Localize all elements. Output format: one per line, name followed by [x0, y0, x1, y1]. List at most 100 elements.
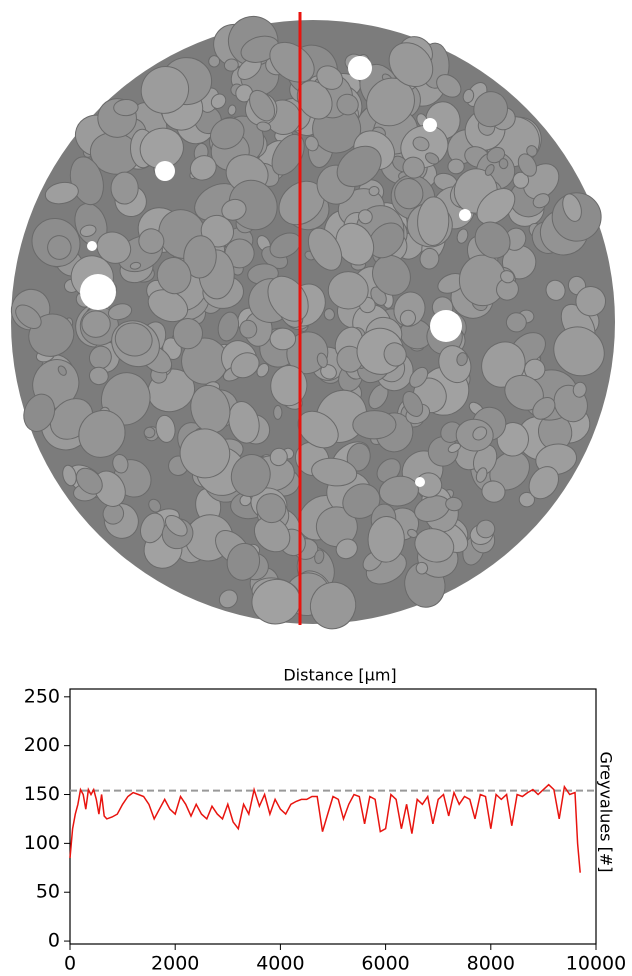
grain — [239, 494, 252, 507]
grain — [352, 410, 397, 440]
grain — [267, 275, 309, 322]
grain — [409, 366, 429, 388]
grain — [336, 93, 359, 116]
grain — [269, 41, 315, 83]
grain — [228, 401, 260, 444]
grain — [47, 235, 72, 260]
grain — [394, 178, 424, 210]
grain — [419, 247, 440, 270]
grain — [110, 171, 139, 205]
grain — [358, 209, 373, 225]
grain — [476, 188, 516, 225]
grain — [474, 221, 511, 259]
grain — [114, 322, 153, 357]
grain — [315, 506, 358, 548]
y-tick-label: 100 — [24, 832, 60, 854]
plot-frame — [69, 688, 597, 945]
grain — [57, 365, 67, 376]
grain — [447, 158, 465, 175]
grain — [553, 326, 605, 377]
grain — [140, 66, 190, 114]
grain — [44, 181, 79, 205]
x-tick-label: 2000 — [151, 953, 199, 975]
grain — [227, 104, 237, 116]
pore — [80, 274, 116, 310]
grain — [172, 318, 203, 350]
grain — [572, 381, 587, 398]
grain — [270, 365, 308, 407]
grain — [107, 303, 133, 321]
pore — [87, 241, 97, 251]
grain — [179, 428, 231, 479]
grain — [210, 93, 227, 109]
grain — [445, 496, 463, 512]
x-tick-label: 0 — [64, 953, 76, 975]
grain — [249, 89, 276, 122]
grain — [138, 228, 165, 254]
pore — [423, 118, 437, 132]
grain — [304, 135, 319, 152]
grain — [424, 152, 440, 165]
grain — [239, 319, 258, 339]
x-axis-label: Distance [µm] — [283, 666, 396, 685]
grain — [562, 193, 582, 222]
grain — [462, 88, 475, 104]
grain — [575, 286, 607, 317]
y-tick-label: 150 — [24, 783, 60, 805]
y-axis-label: Greyvalues [#] — [597, 752, 616, 873]
profile — [69, 783, 581, 873]
grain — [336, 145, 382, 188]
grain — [545, 279, 566, 301]
grain — [256, 493, 287, 524]
grain — [367, 516, 405, 563]
grain — [456, 228, 469, 244]
grain — [327, 271, 369, 310]
grain — [383, 342, 407, 367]
grain — [402, 391, 424, 417]
grain — [256, 121, 272, 132]
pore — [430, 310, 462, 342]
y-tick-label: 250 — [24, 685, 60, 707]
grain — [221, 198, 247, 221]
pore — [348, 56, 372, 80]
grain — [62, 464, 77, 487]
y-tick-label: 50 — [36, 881, 60, 903]
grain — [75, 467, 103, 495]
grain — [320, 364, 337, 380]
grain — [484, 164, 495, 176]
pore — [415, 477, 425, 487]
grain — [458, 254, 507, 307]
grain — [368, 186, 380, 197]
grain — [399, 309, 416, 327]
grain — [472, 426, 488, 441]
grain — [498, 158, 509, 170]
grain — [230, 454, 271, 497]
grain — [402, 156, 425, 179]
grain — [436, 74, 462, 98]
grain — [23, 393, 56, 432]
grain — [335, 538, 358, 560]
grain — [223, 58, 239, 72]
grain — [417, 196, 450, 247]
grain — [230, 352, 260, 379]
grain — [476, 519, 496, 539]
grain — [155, 414, 176, 443]
grain — [309, 581, 357, 630]
grain — [505, 312, 527, 333]
pore — [155, 161, 175, 181]
grain — [412, 136, 430, 152]
grain — [388, 42, 434, 88]
grain — [164, 514, 188, 537]
grain — [316, 65, 344, 90]
grain — [532, 193, 551, 209]
grain — [518, 491, 535, 508]
grain — [311, 457, 358, 487]
grain — [273, 405, 283, 420]
grain — [208, 55, 221, 68]
grain — [481, 480, 506, 503]
grain — [532, 397, 556, 420]
grain — [78, 409, 126, 458]
grain — [517, 153, 537, 177]
grain — [500, 270, 515, 284]
